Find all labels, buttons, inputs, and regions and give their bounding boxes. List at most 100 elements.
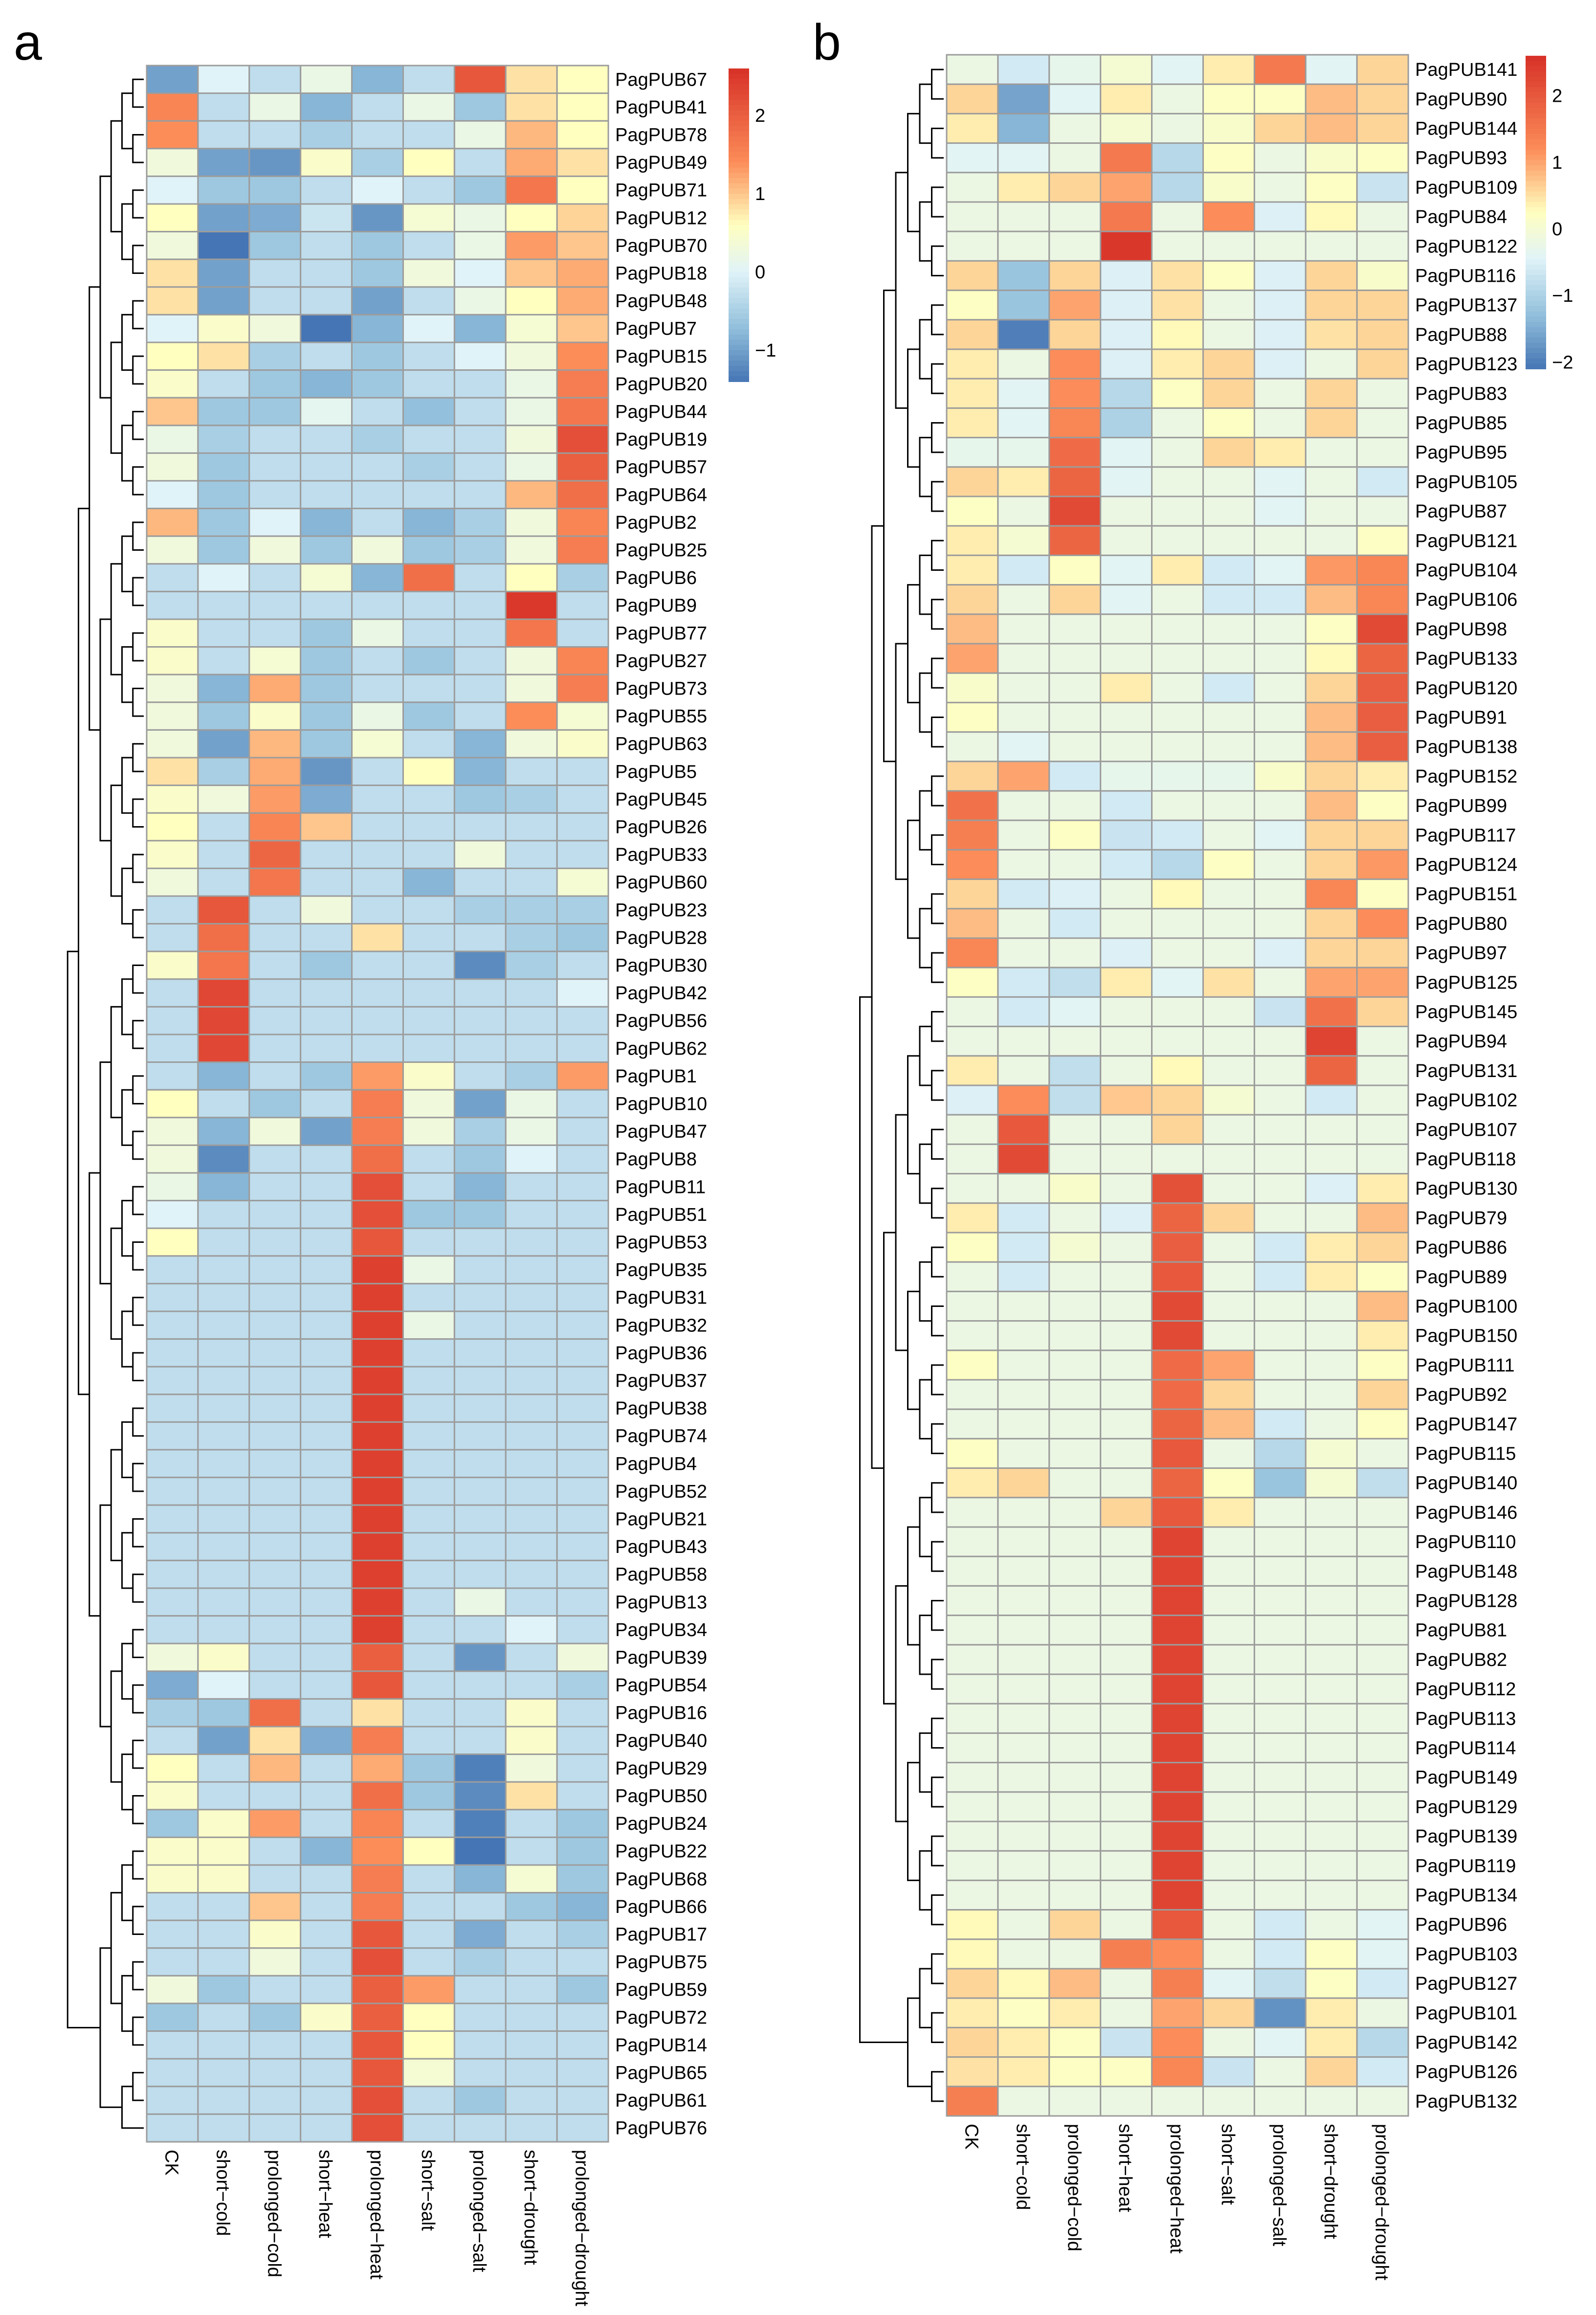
panel-label-b: b	[813, 14, 841, 71]
heatmap-cell-b	[1202, 1968, 1255, 1999]
row-label-b: PagPUB101	[1415, 2003, 1517, 2023]
heatmap-cell-b	[1151, 1526, 1204, 1557]
dendrogram-branch-a	[132, 743, 144, 772]
row-label-b: PagPUB145	[1415, 1002, 1517, 1023]
color-bar-tick-a: 1	[755, 184, 765, 204]
heatmap-cell-b	[1356, 172, 1409, 203]
dendrogram-branch-b	[931, 1835, 944, 1866]
column-label-b: prolonged−drought	[1372, 2124, 1392, 2281]
heatmap-cell-b	[997, 142, 1050, 174]
heatmap-cell-b	[1305, 495, 1358, 527]
color-bar-segment-a	[729, 261, 749, 268]
heatmap-cell-a	[402, 1587, 455, 1617]
heatmap-cell-a	[146, 1421, 199, 1451]
heatmap-cell-b	[1305, 1438, 1358, 1469]
heatmap-cell-a	[300, 2086, 353, 2115]
heatmap-cell-a	[146, 1504, 199, 1534]
color-bar-segment-b	[1526, 87, 1546, 93]
dendrogram-branch-b	[931, 834, 944, 865]
heatmap-cell-b	[1100, 613, 1153, 645]
heatmap-cell-b	[1100, 2026, 1153, 2058]
heatmap-cell-a	[146, 978, 199, 1008]
dendrogram-branch-a	[89, 286, 100, 731]
heatmap-cell-a	[505, 65, 558, 94]
heatmap-cell-a	[453, 231, 507, 260]
heatmap-cell-b	[1305, 1143, 1358, 1175]
heatmap-cell-a	[300, 148, 353, 177]
heatmap-cell-a	[505, 369, 558, 399]
heatmap-cell-b	[1202, 260, 1255, 292]
heatmap-cell-a	[300, 1587, 353, 1617]
heatmap-cell-b	[946, 1615, 999, 1646]
dendrogram-branch-b	[931, 2012, 944, 2043]
heatmap-cell-a	[248, 1532, 302, 1561]
heatmap-cell-b	[1253, 1555, 1307, 1587]
heatmap-cell-a	[300, 923, 353, 952]
heatmap-cell-a	[248, 1587, 302, 1617]
heatmap-cell-a	[146, 1809, 199, 1838]
heatmap-panel-b: PagPUB141PagPUB90PagPUB144PagPUB93PagPUB…	[859, 54, 1573, 2281]
heatmap-cell-a	[248, 65, 302, 94]
heatmap-cell-a	[453, 1338, 507, 1368]
heatmap-cell-b	[1356, 1173, 1409, 1204]
heatmap-cell-a	[453, 2113, 507, 2143]
heatmap-cell-a	[146, 674, 199, 703]
dendrogram-branch-b	[919, 1615, 932, 1675]
heatmap-cell-b	[1048, 495, 1102, 527]
heatmap-cell-a	[351, 92, 404, 122]
heatmap-cell-b	[1048, 1408, 1102, 1439]
heatmap-cell-b	[946, 731, 999, 763]
heatmap-cell-a	[146, 65, 199, 94]
heatmap-cell-b	[946, 1143, 999, 1175]
heatmap-cell-a	[402, 148, 455, 177]
column-label-b: prolonged−heat	[1166, 2124, 1187, 2254]
heatmap-cell-b	[946, 849, 999, 880]
heatmap-cell-a	[248, 286, 302, 315]
heatmap-cell-a	[505, 1449, 558, 1479]
row-label-a: PagPUB45	[615, 789, 707, 810]
heatmap-cell-a	[300, 1117, 353, 1146]
color-bar-segment-b	[1526, 92, 1546, 98]
dendrogram-branch-b	[907, 1055, 920, 1175]
heatmap-cell-a	[146, 2113, 199, 2143]
row-label-a: PagPUB49	[615, 153, 707, 173]
row-label-a: PagPUB48	[615, 291, 707, 312]
heatmap-cell-b	[946, 1084, 999, 1116]
heatmap-cell-b	[1305, 407, 1358, 439]
heatmap-cell-b	[1253, 525, 1307, 556]
heatmap-cell-b	[946, 1497, 999, 1528]
heatmap-cell-a	[197, 1089, 250, 1119]
heatmap-cell-b	[1100, 230, 1153, 262]
heatmap-cell-b	[1100, 1526, 1153, 1557]
heatmap-cell-a	[556, 1587, 609, 1617]
heatmap-cell-a	[197, 1975, 250, 2004]
heatmap-cell-b	[946, 1732, 999, 1764]
heatmap-cell-b	[1048, 1644, 1102, 1675]
row-label-b: PagPUB118	[1415, 1149, 1516, 1170]
heatmap-cell-b	[1048, 378, 1102, 409]
heatmap-cell-a	[300, 1200, 353, 1229]
heatmap-cell-a	[248, 452, 302, 482]
heatmap-cell-a	[453, 397, 507, 427]
heatmap-cell-b	[997, 878, 1050, 910]
row-label-b: PagPUB126	[1415, 2062, 1517, 2083]
heatmap-cell-a	[505, 729, 558, 759]
heatmap-cell-a	[248, 840, 302, 869]
row-label-b: PagPUB134	[1415, 1886, 1517, 1906]
heatmap-cell-b	[1100, 1909, 1153, 1940]
heatmap-cell-a	[402, 1836, 455, 1866]
heatmap-cell-b	[1048, 1555, 1102, 1587]
heatmap-cell-a	[453, 1200, 507, 1229]
heatmap-cell-b	[997, 1997, 1050, 2028]
heatmap-cell-b	[1305, 1467, 1358, 1499]
heatmap-cell-a	[505, 701, 558, 731]
heatmap-cell-a	[453, 1809, 507, 1838]
heatmap-cell-b	[1305, 525, 1358, 556]
heatmap-cell-a	[556, 508, 609, 537]
row-label-b: PagPUB84	[1415, 207, 1507, 227]
heatmap-cell-b	[1356, 1615, 1409, 1646]
color-bar-segment-a	[729, 136, 749, 142]
heatmap-cell-a	[248, 618, 302, 648]
dendrogram-branch-b	[907, 1290, 920, 1410]
heatmap-cell-a	[146, 1892, 199, 1921]
